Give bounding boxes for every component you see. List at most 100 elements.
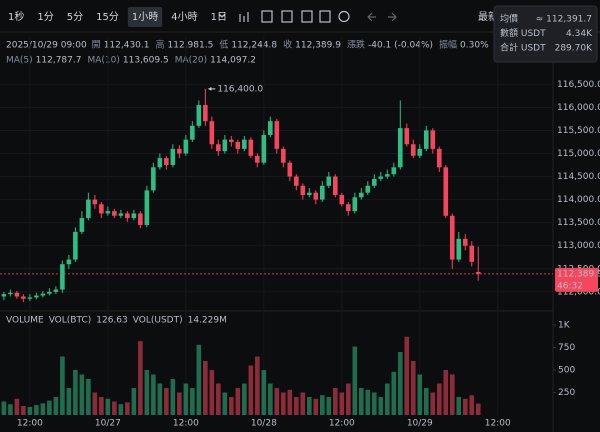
interval-button[interactable]: 15分: [96, 11, 119, 23]
candle-body: [144, 190, 150, 225]
candle-body: [125, 213, 130, 219]
tooltip-value: 289.70K: [555, 44, 593, 54]
snapshot-icon[interactable]: [319, 10, 331, 23]
interval-button[interactable]: 1分: [37, 11, 53, 23]
layout-icon[interactable]: [261, 10, 273, 23]
info-label: 收: [283, 39, 292, 51]
volume-bar: [157, 383, 163, 415]
volume-bar: [274, 388, 280, 415]
volume-bar: [339, 392, 345, 415]
volume-bar: [144, 370, 150, 415]
volume-bar: [371, 392, 377, 415]
volume-bar: [222, 392, 228, 415]
candle-body: [203, 105, 208, 122]
volume-bar: [391, 371, 397, 415]
candle-body: [469, 245, 475, 262]
candle-body: [138, 213, 143, 225]
price-tick-label: 113,000.0: [557, 241, 600, 251]
ma-value: 114,097.2: [210, 56, 256, 66]
time-tick-label: 12:00: [173, 419, 199, 429]
latest-label: 最新: [478, 10, 498, 23]
volume-bar: [209, 370, 215, 415]
volume-bar: [34, 405, 39, 415]
volume-bar: [235, 388, 241, 415]
candle-body: [333, 176, 338, 195]
interval-button[interactable]: 5分: [67, 11, 83, 23]
volume-bar: [430, 392, 436, 415]
volume-bar: [99, 397, 104, 415]
template-icon[interactable]: [301, 10, 313, 23]
volume-bar: [14, 398, 20, 415]
volume-bar: [281, 392, 286, 415]
volume-bar: [125, 402, 130, 415]
volume-bar: [443, 370, 449, 415]
volume-bar: [203, 361, 208, 415]
candle-body: [216, 144, 221, 152]
info-value: -40.1 (-0.04%): [368, 41, 433, 51]
interval-button[interactable]: 1小時: [132, 11, 158, 23]
settings-icon[interactable]: [338, 10, 350, 23]
candle-body: [326, 176, 332, 186]
volume-bar: [79, 374, 85, 415]
candle-body: [118, 213, 124, 216]
candle-body: [307, 192, 312, 195]
candle-body: [60, 264, 65, 290]
candle-body: [359, 192, 364, 198]
volume-bar: [8, 404, 13, 415]
volume-bar: [118, 404, 124, 415]
tooltip-value: ≈ 112,391.7: [536, 15, 592, 25]
volume-tick-label: 500: [558, 366, 575, 376]
candle-body: [14, 292, 20, 297]
interval-button[interactable]: 1日: [211, 12, 227, 23]
volume-title: VOLUME: [6, 316, 44, 326]
price-tick-label: 112,000.0: [557, 287, 600, 297]
candle-body: [339, 194, 345, 205]
redo-icon[interactable]: [388, 12, 397, 22]
tooltip-label: 合計 USDT: [500, 42, 546, 54]
candle-body: [378, 176, 384, 179]
candle-body: [268, 121, 273, 136]
interval-button[interactable]: 4小時: [171, 11, 197, 23]
volume-bar: [423, 388, 429, 415]
volume-bar: [105, 398, 111, 415]
volume-bar: [436, 383, 442, 415]
candle-body: [365, 185, 371, 193]
interval-dropdown[interactable]: [218, 13, 226, 18]
volume-bar: [410, 361, 416, 415]
tooltip-label: 數額 USDT: [500, 27, 546, 39]
volume-bar: [53, 397, 59, 415]
volume-tick-label: 750: [558, 343, 575, 353]
candle-body: [151, 167, 156, 191]
time-tick-label: 10/28: [251, 419, 277, 429]
volume-bar: [307, 397, 312, 415]
volume-bar: [449, 374, 455, 415]
candle-body: [40, 293, 46, 296]
candle-body: [209, 121, 215, 145]
candle-body: [66, 259, 72, 265]
indicator-icon[interactable]: [239, 12, 249, 22]
candle-body: [229, 139, 234, 142]
compare-icon[interactable]: [281, 10, 293, 23]
info-value: 112,389.9: [295, 41, 341, 51]
candle-body: [235, 141, 241, 149]
candle-body: [320, 185, 325, 200]
candle-body: [294, 176, 299, 186]
candle-body: [287, 162, 293, 177]
info-value: 112,244.8: [231, 41, 277, 51]
candle-body: [430, 130, 436, 149]
volume-bar: [131, 388, 137, 415]
candle-body: [313, 192, 319, 200]
undo-icon[interactable]: [367, 12, 376, 22]
interval-button[interactable]: 1秒: [8, 10, 24, 23]
tooltip-value: 4.34K: [566, 29, 593, 39]
candle-body: [456, 238, 462, 260]
volume-bar: [352, 346, 358, 415]
candle-body: [475, 272, 481, 274]
volume-bar: [138, 341, 143, 415]
candle-body: [222, 139, 228, 152]
volume-label: VOL(BTC): [49, 316, 92, 326]
volume-bar: [313, 398, 319, 415]
candle-body: [53, 289, 59, 292]
